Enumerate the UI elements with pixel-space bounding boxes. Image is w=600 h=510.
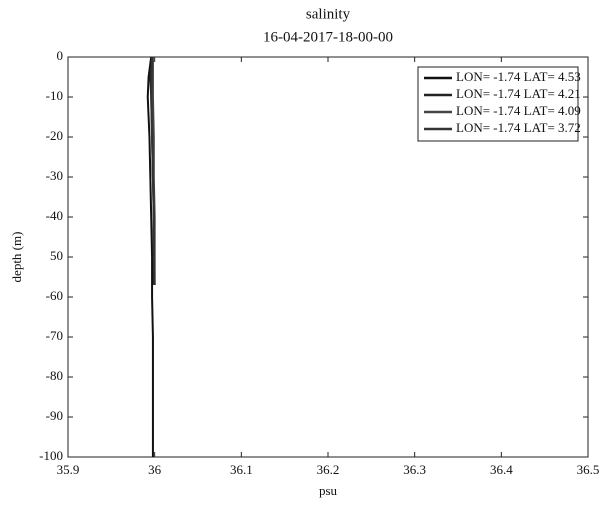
y-tick-label: -70 (46, 328, 63, 343)
legend-label: LON= -1.74 LAT= 3.72 (456, 120, 581, 135)
y-tick-label: -30 (46, 168, 63, 183)
y-tick-label: -40 (46, 208, 63, 223)
x-tick-label: 36.5 (577, 462, 600, 477)
legend-label: LON= -1.74 LAT= 4.53 (456, 69, 581, 84)
x-tick-label: 36.4 (490, 462, 513, 477)
y-tick-label: -10 (46, 88, 63, 103)
y-tick-label: -60 (46, 288, 63, 303)
x-tick-label: 35.9 (57, 462, 80, 477)
y-tick-label: -80 (46, 368, 63, 383)
y-tick-label: -100 (39, 448, 63, 463)
series-line (150, 56, 156, 286)
series-line (146, 56, 154, 457)
x-tick-label: 36.2 (317, 462, 340, 477)
legend-label: LON= -1.74 LAT= 4.21 (456, 86, 581, 101)
legend-label: LON= -1.74 LAT= 4.09 (456, 103, 581, 118)
y-axis-label: depth (m) (9, 232, 24, 283)
y-tick-label: -20 (46, 128, 63, 143)
x-tick-label: 36.1 (230, 462, 253, 477)
chart-title: salinity (306, 6, 351, 22)
chart-subtitle: 16-04-2017-18-00-00 (263, 29, 393, 45)
y-tick-label: 50 (50, 248, 63, 263)
x-tick-label: 36.3 (403, 462, 426, 477)
x-tick-label: 36 (148, 462, 162, 477)
x-axis-label: psu (319, 483, 338, 498)
y-tick-label: 0 (57, 48, 64, 63)
y-tick-label: -90 (46, 408, 63, 423)
